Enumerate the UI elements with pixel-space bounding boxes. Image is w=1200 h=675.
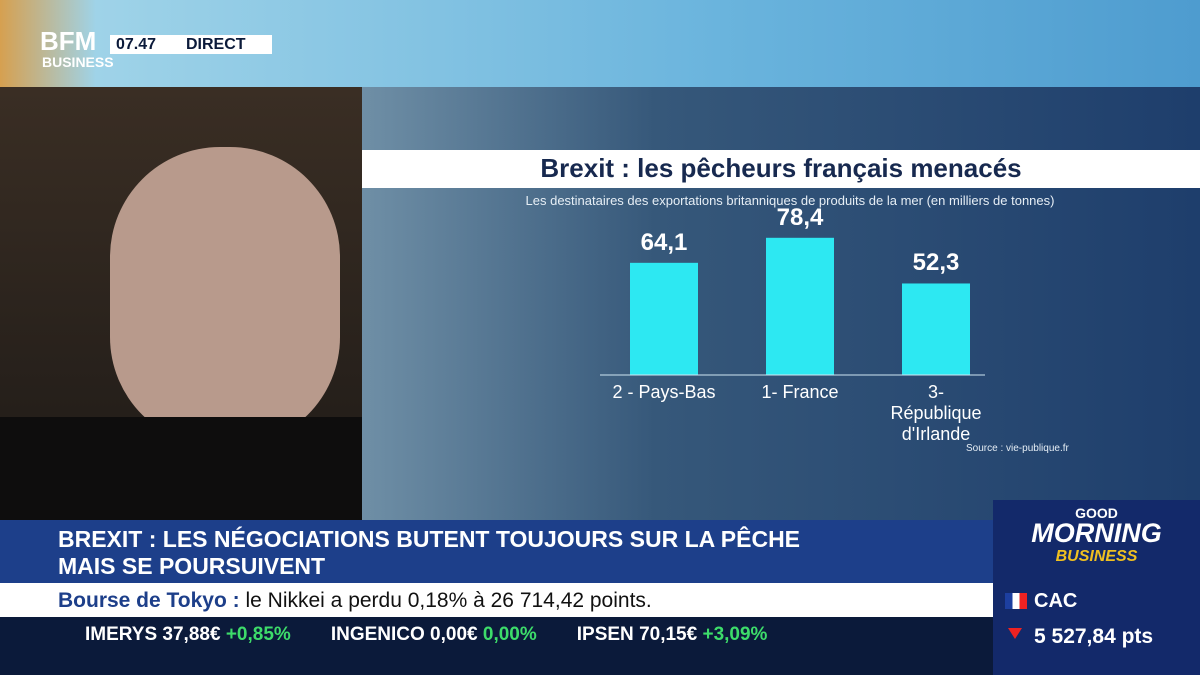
stock: INGENICO 0,00€ 0,00% <box>331 624 537 646</box>
x-tick-label: 1- France <box>761 382 839 402</box>
person-face <box>110 147 340 447</box>
show-line: MORNING <box>1031 518 1162 548</box>
time-box <box>110 35 272 54</box>
person-body <box>0 417 362 520</box>
stock-price: 0,00€ <box>430 624 478 645</box>
stock: IMERYS 37,88€ +0,85% <box>85 624 291 646</box>
time: 07.47 <box>116 36 157 53</box>
bar <box>766 237 834 375</box>
value-label: 64,1 <box>640 228 688 256</box>
stock-change: +3,09% <box>702 624 768 645</box>
headline-line: MAIS SE POURSUIVENT <box>58 553 326 579</box>
ticker-bar <box>0 583 993 617</box>
title-band <box>362 150 1200 188</box>
bar <box>630 262 698 375</box>
logo: BFM <box>40 26 97 56</box>
stock-change: 0,00% <box>482 624 537 645</box>
chart-subtitle: Les destinataires des exportations brita… <box>525 193 1055 208</box>
stock-name: IPSEN <box>576 624 634 645</box>
stock-ticker: IMERYS 37,88€ +0,85% INGENICO 0,00€ 0,00%… <box>85 624 993 646</box>
headline-bar <box>0 520 993 583</box>
stock-name: INGENICO <box>330 624 425 645</box>
chart-source: Source : vie-publique.fr <box>966 443 1069 454</box>
index-name: CAC <box>1034 590 1078 612</box>
bar <box>902 283 970 375</box>
ticker-text: le Nikkei a perdu 0,18% à 26 714,42 poin… <box>245 589 652 612</box>
index-value: 5 527,84 pts <box>1034 625 1154 648</box>
stock-price: 37,88€ <box>162 624 221 645</box>
chart-title: Brexit : les pêcheurs français menacés <box>540 153 1022 183</box>
x-tick-label: 2 - Pays-Bas <box>612 382 716 402</box>
down-arrow <box>1008 628 1022 639</box>
x-tick-label: 3- République d'Irlande <box>890 382 982 444</box>
show-box <box>993 500 1200 675</box>
logo-sub: BUSINESS <box>42 54 114 70</box>
stock-name: IMERYS <box>85 624 158 645</box>
stock-price: 70,15€ <box>639 624 698 645</box>
ticker: Bourse de Tokyo : le Nikkei a perdu 0,18… <box>58 589 652 613</box>
show-line: GOOD <box>1075 505 1118 521</box>
stock-change: +0,85% <box>225 624 291 645</box>
value-label: 78,4 <box>776 203 824 231</box>
show-line: BUSINESS <box>1055 548 1138 565</box>
stock: IPSEN 70,15€ +3,09% <box>577 624 768 646</box>
flag <box>1005 593 1027 609</box>
ticker-label: Bourse de Tokyo : <box>58 589 240 612</box>
value-label: 52,3 <box>912 249 960 277</box>
live: DIRECT <box>186 36 246 53</box>
headline-line: BREXIT : LES NÉGOCIATIONS BUTENT TOUJOUR… <box>58 526 801 552</box>
video-feed <box>0 87 362 520</box>
